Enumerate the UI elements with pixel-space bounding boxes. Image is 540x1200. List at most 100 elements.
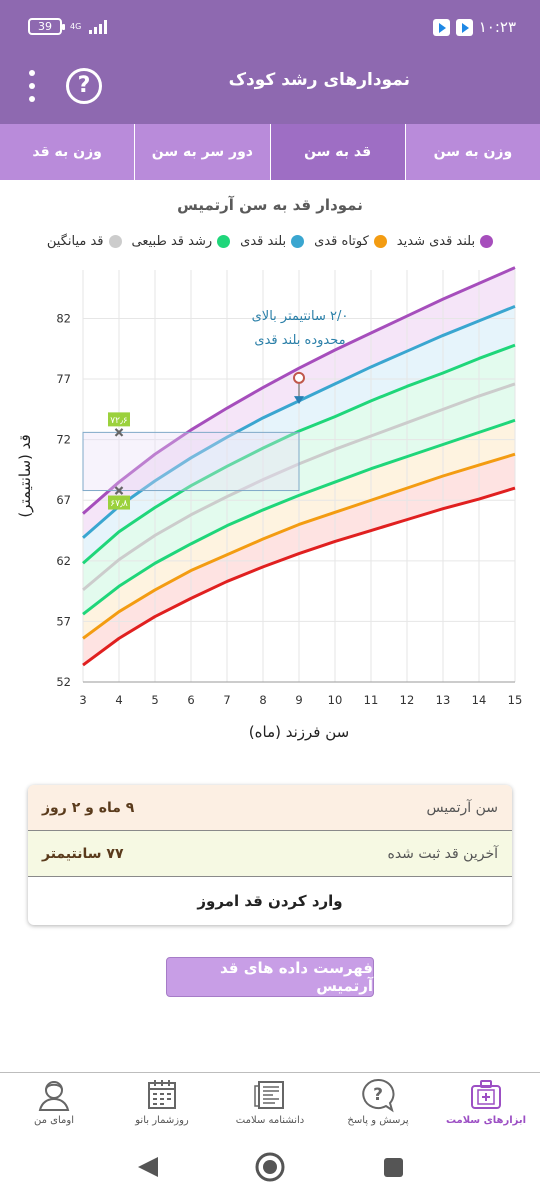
x-tick-label: 6	[187, 693, 194, 707]
question-bubble-icon: ?	[362, 1078, 395, 1113]
marker-x-icon	[114, 486, 124, 495]
y-tick-label: 57	[56, 614, 71, 628]
marker-label: ۷۲٫۶	[110, 416, 128, 426]
legend-label: بلند قدی	[240, 234, 287, 249]
age-value: ۹ ماه و ۲ روز	[42, 799, 135, 816]
x-tick-label: 10	[328, 693, 343, 707]
x-tick-label: 5	[151, 693, 158, 707]
x-tick-label: 14	[472, 693, 487, 707]
chart-title: نمودار قد به سن آرتمیس	[177, 196, 363, 214]
chart-legend: بلند قدی شدید کوتاه قدی بلند قدی رشد قد …	[0, 234, 540, 249]
signal-icon	[89, 19, 108, 34]
child-info-card: سن آرتمیس ۹ ماه و ۲ روز آخرین قد ثبت شده…	[28, 785, 512, 925]
marker-label-box	[108, 495, 130, 510]
battery-icon: 39	[28, 18, 65, 35]
x-tick-label: 8	[259, 693, 266, 707]
play-store-icon	[432, 18, 450, 36]
marker-x-icon	[114, 428, 124, 437]
home-icon[interactable]	[255, 1152, 285, 1182]
x-tick-label: 12	[400, 693, 415, 707]
legend-label: قد میانگین	[46, 234, 104, 249]
annotation-line1: ۲/۰ سانتیمتر بالای	[252, 309, 349, 324]
legend-item: قد میانگین	[47, 234, 122, 249]
last-height-label: آخرین قد ثبت شده	[387, 845, 499, 862]
help-icon[interactable]: ?	[66, 68, 102, 104]
current-height-point	[293, 371, 305, 384]
back-icon[interactable]	[138, 1157, 158, 1177]
page-title: نمودارهای رشد کودک	[228, 70, 410, 90]
tab-height-for-age[interactable]: قد به سن	[269, 124, 405, 180]
profile-icon	[38, 1081, 70, 1111]
y-tick-label: 82	[56, 311, 71, 325]
tab-weight-for-age[interactable]: وزن به سن	[404, 124, 540, 180]
nav-encyclopedia[interactable]: دانشنامه سلامت	[216, 1073, 324, 1134]
y-tick-label: 77	[56, 372, 71, 386]
enter-height-button[interactable]: وارد کردن قد امروز	[197, 892, 343, 910]
x-tick-label: 13	[436, 693, 451, 707]
nav-profile[interactable]: اومای من	[0, 1073, 108, 1134]
nav-questions[interactable]: ? پرسش و پاسخ	[324, 1073, 432, 1134]
system-nav-bar	[0, 1136, 540, 1200]
annotation-line2: محدوده بلند قدی	[254, 333, 345, 348]
legend-item: بلند قدی شدید	[396, 234, 494, 249]
last-height-row: آخرین قد ثبت شده ۷۷ سانتیمتر	[28, 831, 512, 877]
y-tick-label: 62	[56, 554, 71, 568]
reference-arrow-icon	[294, 396, 304, 405]
nav-label: دانشنامه سلامت	[235, 1115, 305, 1126]
status-bar: 39 4G ۱۰:۲۳	[0, 0, 540, 48]
series-line	[82, 452, 516, 640]
health-kit-icon	[471, 1080, 501, 1109]
clock: ۱۰:۲۳	[478, 18, 516, 36]
app-bar: ? نمودارهای رشد کودک	[0, 48, 540, 124]
height-data-list-button[interactable]: فهرست داده های قد آرتمیس	[166, 957, 374, 997]
legend-item: بلند قدی	[240, 234, 305, 249]
status-left: 39 4G	[28, 18, 108, 35]
x-tick-label: 3	[79, 693, 86, 707]
series-line	[82, 486, 516, 667]
play-store-icon-2	[455, 18, 473, 36]
x-tick-label: 4	[115, 693, 122, 707]
legend-dot	[480, 235, 494, 248]
nav-label: پرسش و پاسخ	[347, 1115, 409, 1126]
y-tick-label: 72	[56, 433, 71, 447]
calendar-icon	[148, 1080, 176, 1109]
legend-label: رشد قد طبیعی	[131, 234, 213, 249]
y-tick-label: 67	[56, 493, 71, 507]
network-type: 4G	[70, 21, 82, 31]
y-axis-label: قد (سانتیمتر)	[16, 434, 34, 517]
x-tick-label: 11	[364, 693, 379, 707]
height-for-age-chart[interactable]: ۷۲٫۶ ۶۷٫۸ ۲/۰ سانتیمتر بالای محدوده بلند قد…	[0, 262, 540, 762]
recents-icon[interactable]	[384, 1158, 403, 1177]
age-label: سن آرتمیس	[426, 799, 498, 816]
legend-dot	[373, 235, 387, 248]
home-icon-center	[263, 1160, 277, 1174]
chart-tabs: وزن به قد دور سر به سن قد به سن وزن به س…	[0, 124, 540, 180]
legend-dot	[217, 235, 231, 248]
series-line	[82, 266, 516, 515]
nav-health-tools[interactable]: ابزارهای سلامت	[432, 1073, 540, 1134]
legend-label: کوتاه قدی	[314, 234, 369, 249]
encyclopedia-icon	[254, 1081, 284, 1109]
x-axis-label: سن فرزند (ماه)	[249, 723, 349, 741]
legend-label: بلند قدی شدید	[396, 234, 476, 249]
series-line	[82, 343, 516, 565]
marker-label: ۶۷٫۸	[110, 499, 128, 509]
legend-dot	[108, 235, 122, 248]
x-tick-label: 7	[223, 693, 230, 707]
tab-head-circumference[interactable]: دور سر به سن	[134, 124, 269, 180]
nav-label: ابزارهای سلامت	[445, 1115, 527, 1126]
legend-item: کوتاه قدی	[314, 234, 387, 249]
status-right: ۱۰:۲۳	[432, 18, 516, 36]
highlight-region	[82, 431, 300, 492]
marker-label-box	[108, 412, 130, 427]
x-tick-label: 9	[295, 693, 302, 707]
nav-calendar[interactable]: روزشمار بانو	[108, 1073, 216, 1134]
age-row: سن آرتمیس ۹ ماه و ۲ روز	[28, 785, 512, 831]
nav-label: روزشمار بانو	[135, 1115, 189, 1126]
tab-weight-for-height[interactable]: وزن به قد	[32, 144, 102, 160]
svg-text:?: ?	[373, 1085, 383, 1105]
bottom-nav: ابزارهای سلامت ? پرسش و پاسخ دانشنامه سل…	[0, 1072, 540, 1134]
legend-item: رشد قد طبیعی	[132, 234, 231, 249]
more-vert-icon[interactable]	[22, 68, 42, 104]
x-tick-label: 15	[508, 693, 523, 707]
